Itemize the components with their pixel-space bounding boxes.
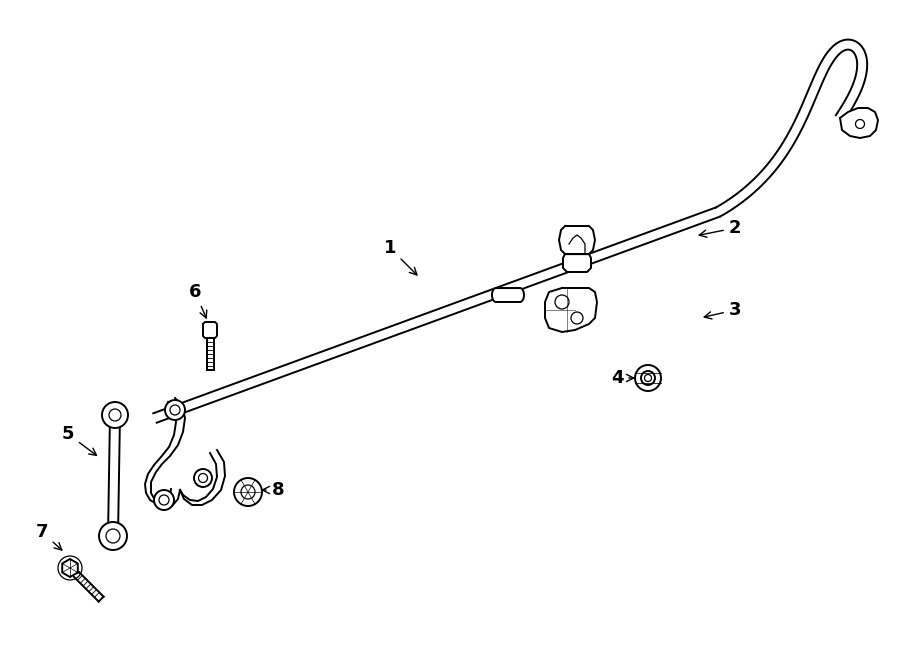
Polygon shape [203, 322, 217, 338]
Polygon shape [569, 235, 585, 254]
Circle shape [234, 478, 262, 506]
Text: 3: 3 [704, 301, 742, 319]
Circle shape [644, 375, 652, 381]
Polygon shape [153, 208, 720, 422]
Polygon shape [492, 288, 524, 302]
Circle shape [194, 469, 212, 487]
Circle shape [102, 402, 128, 428]
Circle shape [641, 371, 655, 385]
Circle shape [571, 312, 583, 324]
Text: 6: 6 [189, 283, 207, 318]
Polygon shape [180, 450, 225, 505]
Polygon shape [840, 108, 878, 138]
Polygon shape [62, 559, 77, 577]
Polygon shape [145, 398, 185, 507]
Polygon shape [716, 40, 868, 216]
Circle shape [154, 490, 174, 510]
Polygon shape [559, 226, 595, 254]
Text: 5: 5 [62, 425, 96, 455]
Text: 1: 1 [383, 239, 417, 275]
Polygon shape [563, 254, 591, 272]
Circle shape [635, 365, 661, 391]
Polygon shape [108, 415, 120, 536]
Circle shape [99, 522, 127, 550]
Circle shape [555, 295, 569, 309]
Text: 8: 8 [262, 481, 284, 499]
Text: 2: 2 [699, 219, 742, 237]
Polygon shape [545, 288, 597, 332]
Circle shape [165, 400, 185, 420]
Text: 4: 4 [611, 369, 634, 387]
Text: 7: 7 [36, 523, 62, 550]
